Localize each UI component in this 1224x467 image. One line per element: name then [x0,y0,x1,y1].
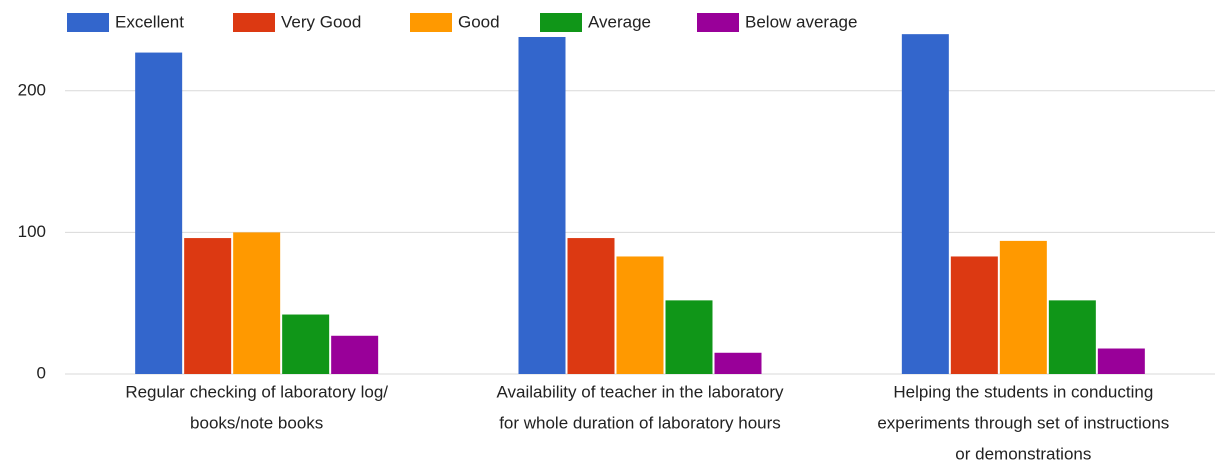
bar [567,238,615,374]
x-tick-label: Regular checking of laboratory log/ [125,382,388,401]
legend-swatch [540,13,582,32]
legend-label: Excellent [115,12,184,31]
legend-swatch [233,13,275,32]
legend-swatch [410,13,452,32]
x-tick-label: experiments through set of instructions [877,413,1169,432]
legend-label: Good [458,12,500,31]
bar [616,256,664,374]
bar [184,238,232,374]
legend-swatch [67,13,109,32]
legend-swatch [697,13,739,32]
legend-label: Average [588,12,651,31]
bar [331,335,379,374]
legend-label: Very Good [281,12,361,31]
y-tick-label: 0 [37,363,46,382]
bar [518,36,566,374]
legend-label: Below average [745,12,857,31]
bar [233,232,281,374]
bar [135,52,183,375]
bar [714,352,762,374]
bar [1048,300,1096,374]
x-tick-label: or demonstrations [955,444,1091,463]
y-tick-label: 200 [18,80,46,99]
x-tick-label: Helping the students in conducting [893,382,1153,401]
bar [950,256,998,374]
bar [665,300,713,374]
y-tick-label: 100 [18,222,46,241]
x-tick-label: Availability of teacher in the laborator… [497,382,784,401]
bar [282,314,330,374]
x-tick-label: for whole duration of laboratory hours [499,413,781,432]
bar [901,34,949,374]
x-tick-label: books/note books [190,413,323,432]
bar [1097,348,1145,374]
bar [999,240,1047,374]
